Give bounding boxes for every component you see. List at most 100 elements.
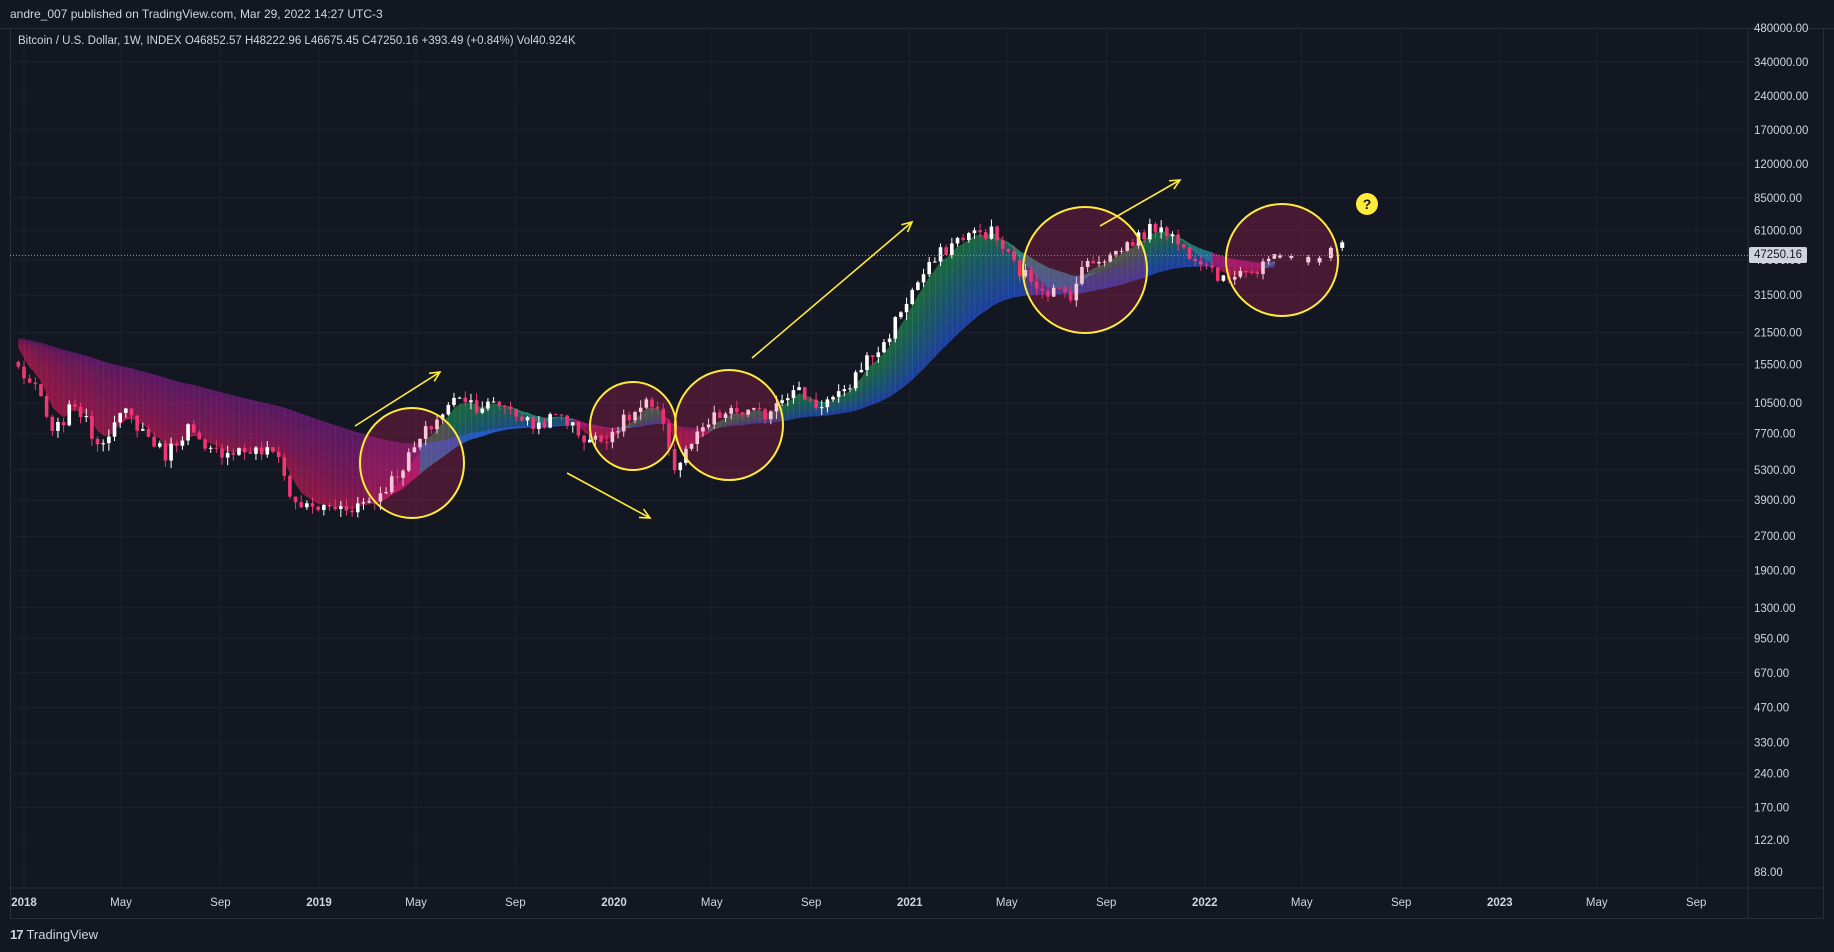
ribbon-band xyxy=(318,438,325,447)
ribbon-band xyxy=(878,371,885,379)
ribbon-band xyxy=(833,405,840,408)
ribbon-band xyxy=(1217,262,1224,266)
ribbon-band xyxy=(1059,271,1066,274)
ribbon-band xyxy=(86,362,93,368)
ribbon-band xyxy=(114,381,121,387)
y-tick-label: 170000.00 xyxy=(1754,125,1808,137)
ribbon-band xyxy=(985,254,993,264)
ribbon-band xyxy=(685,428,693,429)
ribbon-band xyxy=(233,419,240,427)
candle-body xyxy=(333,506,337,509)
ribbon-band xyxy=(1268,261,1275,263)
ribbon-band xyxy=(895,353,902,364)
candle-body xyxy=(983,232,988,239)
ribbon-band xyxy=(516,426,523,428)
ribbon-band xyxy=(244,406,251,412)
ribbon-band xyxy=(923,335,930,349)
ribbon-band xyxy=(516,423,523,427)
ribbon-band xyxy=(685,434,693,438)
ribbon-band xyxy=(646,418,653,421)
ribbon-band xyxy=(1212,252,1219,255)
tradingview-logo[interactable]: 17 TradingView xyxy=(10,927,98,942)
ribbon-band xyxy=(1268,263,1275,266)
ribbon-band xyxy=(487,408,495,413)
ribbon-band xyxy=(1166,260,1174,265)
ribbon-band xyxy=(335,456,342,465)
ribbon-band xyxy=(1087,272,1094,275)
ribbon-band xyxy=(52,395,59,414)
ribbon-band xyxy=(1166,246,1174,250)
price-axis[interactable]: 480000.00340000.00240000.00170000.001200… xyxy=(1754,23,1808,879)
ribbon-band xyxy=(267,442,274,446)
ribbon-band xyxy=(29,360,36,374)
ribbon-band xyxy=(946,273,953,286)
ribbon-band xyxy=(1087,278,1094,282)
ribbon-band xyxy=(52,351,59,356)
ribbon-band xyxy=(838,401,845,405)
candle-body xyxy=(859,369,864,373)
ribbon-band xyxy=(369,457,376,465)
ribbon-band xyxy=(210,441,217,444)
ribbon-band xyxy=(804,400,811,403)
ribbon-band xyxy=(1132,267,1140,272)
ribbon-band xyxy=(210,421,217,427)
ribbon-band xyxy=(176,408,184,415)
ribbon-band xyxy=(267,419,274,425)
ribbon-band xyxy=(154,402,161,410)
ribbon-band xyxy=(312,475,319,484)
ribbon-band xyxy=(403,442,410,449)
ribbon-band xyxy=(595,427,602,428)
ribbon-band xyxy=(1127,255,1134,260)
ribbon-band xyxy=(646,410,653,415)
ribbon-band xyxy=(499,413,506,418)
ribbon-band xyxy=(312,446,319,455)
ribbon-band xyxy=(335,462,342,470)
ribbon-band xyxy=(1149,243,1157,248)
ribbon-band xyxy=(295,433,302,442)
ribbon-band xyxy=(883,346,891,357)
ribbon-band xyxy=(159,424,167,433)
ribbon-band xyxy=(1110,274,1117,278)
ribbon-band xyxy=(1070,275,1077,276)
ribbon-band xyxy=(1042,281,1049,285)
candle-body xyxy=(927,262,932,275)
ribbon-band xyxy=(883,368,891,376)
ribbon-band xyxy=(487,418,495,425)
ribbon-band xyxy=(601,427,608,429)
ribbon-band xyxy=(420,447,427,453)
ribbon-band xyxy=(1104,268,1111,271)
ribbon-band xyxy=(883,377,891,385)
ribbon-band xyxy=(838,397,845,401)
ribbon-band xyxy=(1144,237,1151,247)
ribbon-band xyxy=(482,420,489,427)
ribbon-band xyxy=(448,424,455,436)
candle-body xyxy=(129,408,134,416)
candle-body xyxy=(899,312,903,318)
ribbon-band xyxy=(74,371,82,379)
ribbon-band xyxy=(306,471,314,479)
ribbon-band xyxy=(171,406,178,413)
ribbon-band xyxy=(731,413,738,418)
ribbon-band xyxy=(878,392,885,398)
ribbon-band xyxy=(1053,272,1060,275)
ribbon-band xyxy=(1048,275,1055,280)
candle-body xyxy=(50,416,55,431)
ribbon-band xyxy=(352,441,359,449)
ribbon-band xyxy=(63,358,70,364)
ribbon-band xyxy=(725,425,732,427)
time-axis[interactable]: 2018 May Sep 2019 May Sep 2020 May Sep 2021 May Sep… xyxy=(11,897,1706,909)
ribbon-band xyxy=(923,344,930,356)
ribbon-band xyxy=(29,349,36,356)
ribbon-band xyxy=(295,464,302,474)
ribbon-band xyxy=(154,398,161,406)
ribbon-band xyxy=(640,425,647,427)
ribbon-band xyxy=(1132,254,1140,260)
ribbon-band xyxy=(465,433,472,437)
ribbon-band xyxy=(114,408,121,413)
ribbon-band xyxy=(289,430,297,439)
ribbon-band xyxy=(838,400,845,403)
ribbon-band xyxy=(352,498,359,503)
ribbon-band xyxy=(216,441,223,446)
ribbon-band xyxy=(346,486,353,492)
